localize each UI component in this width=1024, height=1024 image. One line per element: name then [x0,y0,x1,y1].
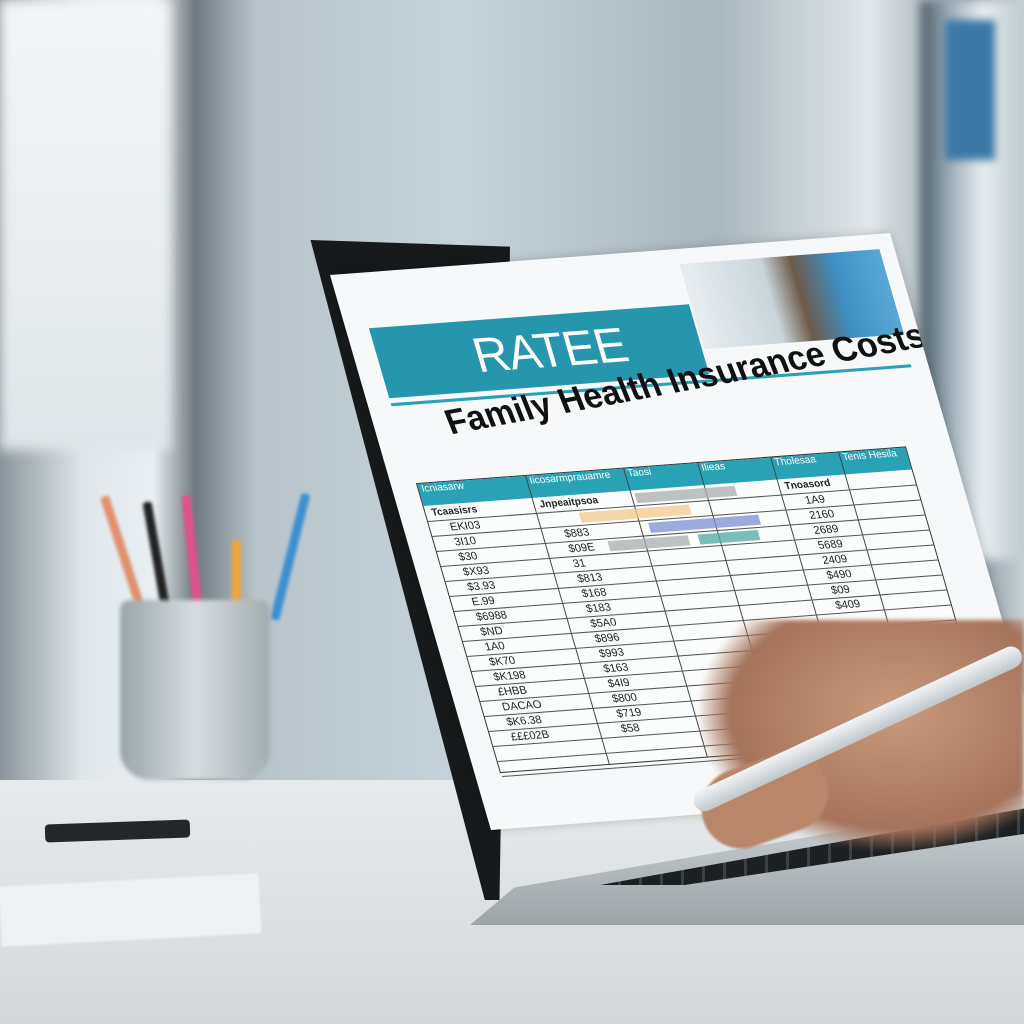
table-cell: $09E [567,541,597,556]
table-cell: E.99 [470,594,497,609]
table-cell: $K198 [492,669,528,684]
table-cell: $58 [619,721,642,736]
table-cell: $168 [580,586,609,601]
table-cell: 1A9 [803,493,827,507]
table-cell: $183 [584,601,613,616]
table-cell: 2689 [812,523,841,537]
table-cell: $3.93 [465,579,497,594]
table-cell: $30 [457,550,480,564]
table-cell: $K6.38 [505,713,544,729]
table-cell: £HBB [496,684,529,699]
table-cell: $813 [575,571,604,586]
table-cell: $6988 [474,609,509,624]
table-cell: $09 [829,583,852,597]
binder [945,20,995,160]
table-cell: $490 [825,568,854,582]
table-cell: $X93 [461,564,491,579]
window [0,0,170,450]
table-cell: $896 [593,631,622,646]
table-cell: $K70 [487,654,517,669]
table-cell: 3I10 [452,534,478,549]
table-cell: EKI03 [448,519,482,534]
table-cell: $883 [562,526,591,541]
table-cell: $409 [833,598,862,612]
pencil-cup [120,600,270,780]
table-cell: $5A0 [588,616,619,631]
table-cell: $800 [610,691,639,706]
table-cell: $993 [597,646,626,661]
table-cell: $163 [602,661,630,676]
table-cell: 5689 [816,538,845,552]
table-cell: 2160 [807,508,836,522]
table-cell: 2409 [820,553,849,567]
table-cell: $719 [615,706,644,721]
table-cell: $4I9 [606,676,632,691]
table-cell: 1A0 [483,640,507,654]
table-cell: $ND [478,624,505,639]
